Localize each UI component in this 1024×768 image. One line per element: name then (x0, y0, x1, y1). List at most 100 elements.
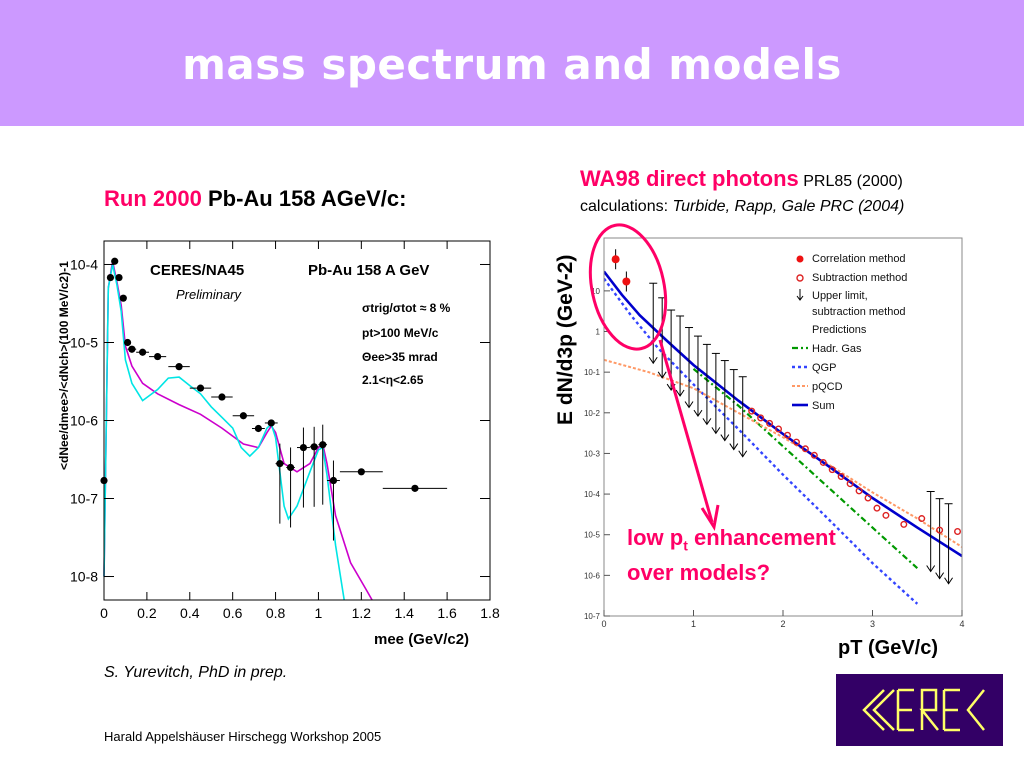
left-data-point (115, 273, 123, 282)
right-upper-limit-arrow (935, 572, 945, 580)
left-data-point (196, 384, 205, 392)
left-data-point (218, 393, 226, 401)
left-x-tick-label: 0 (100, 605, 108, 621)
left-x-axis-label: mee (GeV/c2) (374, 631, 469, 648)
left-y-tick-label: 10-6 (70, 413, 98, 429)
left-data-point (128, 345, 136, 353)
right-subtraction-point (954, 528, 962, 536)
logo-background (836, 674, 1003, 746)
left-x-tick-label: 0.4 (180, 605, 200, 621)
right-subtraction-point (900, 520, 908, 528)
left-data-point (276, 460, 284, 468)
left-x-tick-label: 1.6 (437, 605, 457, 621)
left-y-axis-label: <dNee/dmee>/<dNch>(100 MeV/c2)-1 (57, 261, 71, 470)
callout-line2: over models? (627, 560, 771, 586)
right-subtraction-point (757, 414, 765, 422)
left-data-point (319, 441, 327, 449)
left-data-point (329, 476, 338, 485)
right-y-tick-label: 1 (596, 328, 601, 337)
right-y-tick-label: 10-2 (584, 409, 601, 418)
left-data-point (123, 338, 132, 347)
right-subtraction-point (810, 451, 818, 459)
left-preliminary-label: Preliminary (176, 287, 243, 302)
left-data-point (267, 419, 275, 427)
left-data-point (299, 443, 308, 452)
callout-line1-pre: low p (627, 525, 684, 550)
right-y-tick-label: 10-3 (584, 449, 601, 458)
left-x-tick-label: 1.4 (394, 605, 414, 621)
left-cut-eta: 2.1<η<2.65 (362, 373, 424, 387)
right-y-tick-label: 10-5 (584, 531, 601, 540)
callout-arrow (658, 339, 714, 523)
right-upper-limit-arrow (684, 401, 694, 409)
calc-prefix: calculations: (580, 198, 669, 215)
right-subtraction-point (766, 419, 774, 427)
ceres-logo (836, 674, 1003, 746)
right-subtraction-point (846, 480, 854, 488)
callout-arrowhead (700, 504, 720, 532)
right-y-tick-label: 10-1 (584, 368, 601, 377)
calc-line: calculations: Turbide, Rapp, Gale PRC (2… (580, 198, 904, 216)
left-x-tick-label: 0.2 (137, 605, 157, 621)
callout-line1-sub: t (683, 537, 688, 554)
left-cut-centrality: σtrig/σtot ≈ 8 % (362, 301, 451, 315)
system-label: Pb-Au 158 AGeV/c: (207, 186, 407, 211)
footer-text: Harald Appelshäuser Hirschegg Workshop 2… (104, 729, 382, 744)
right-upper-limit-arrow (738, 450, 748, 458)
right-subtraction-point (775, 425, 783, 433)
left-data-point (239, 412, 247, 420)
left-data-point (139, 348, 147, 356)
legend-entry-label: subtraction method (812, 306, 906, 318)
right-y-axis-label: E dN/d3p (GeV-2) (554, 255, 577, 425)
right-subtraction-point (864, 494, 872, 502)
right-subtraction-point (801, 445, 809, 453)
legend-upper-limit-arrowhead (796, 295, 804, 301)
right-curve-pqcd (604, 358, 962, 548)
logo-lettering (862, 688, 985, 732)
legend-entry-label: Subtraction method (812, 272, 907, 284)
right-subtraction-point (918, 515, 926, 523)
left-x-tick-label: 1 (315, 605, 323, 621)
right-header: WA98 direct photons PRL85 (2000) (580, 166, 903, 192)
right-x-tick-label: 2 (780, 619, 785, 629)
wa98-title: WA98 direct photons (580, 166, 799, 191)
credit-text: S. Yurevitch, PhD in prep. (104, 664, 288, 681)
right-upper-limit-arrow (648, 356, 658, 365)
slide-title: mass spectrum and models (182, 40, 842, 89)
left-model-curve-1 (103, 264, 345, 601)
right-upper-limit-arrow (693, 409, 703, 417)
right-x-tick-label: 0 (601, 619, 606, 629)
left-x-tick-label: 0.6 (223, 605, 243, 621)
right-correlation-point (622, 277, 631, 286)
right-x-tick-label: 4 (959, 619, 964, 629)
left-x-tick-label: 1.8 (480, 605, 500, 621)
legend-subtraction-marker (796, 274, 804, 282)
right-upper-limit-arrow (675, 389, 685, 397)
calc-ref: Turbide, Rapp, Gale PRC (2004) (672, 198, 905, 215)
legend-entry-label: QGP (812, 362, 836, 374)
right-subtraction-point (882, 511, 890, 519)
right-curve-sum (604, 270, 962, 558)
left-system-label: Pb-Au 158 A GeV (308, 262, 429, 279)
callout-line1-post: enhancement (687, 525, 836, 550)
legend-entry-label: Sum (812, 400, 835, 412)
right-subtraction-point (837, 473, 845, 481)
left-data-point (357, 468, 365, 476)
left-data-point (154, 352, 162, 361)
left-data-point (119, 294, 127, 302)
left-data-point (111, 257, 119, 265)
left-header: Run 2000 Pb-Au 158 AGeV/c: (104, 186, 406, 212)
right-x-tick-label: 3 (870, 619, 875, 629)
left-data-point (254, 424, 262, 433)
right-upper-limit-arrow (926, 565, 936, 573)
left-data-point (175, 363, 183, 371)
run-label: Run 2000 (104, 186, 202, 211)
right-upper-limit-arrow (720, 434, 730, 442)
low-pt-highlight-ellipse (588, 223, 668, 351)
right-y-tick-label: 10-7 (584, 612, 601, 621)
legend-entry-label: pQCD (812, 381, 843, 393)
left-y-tick-label: 10-8 (70, 569, 98, 585)
right-subtraction-point (873, 504, 881, 512)
legend-entry-label: Hadr. Gas (812, 343, 862, 355)
